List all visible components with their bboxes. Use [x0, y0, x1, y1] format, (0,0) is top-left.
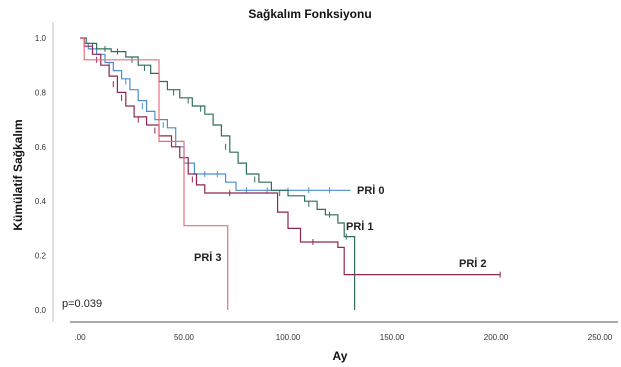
y-tick-label: 0.8 [35, 88, 47, 97]
y-axis-label: Kümülatif Sağkalım [11, 119, 25, 230]
series-label-pri0: PRİ 0 [357, 184, 385, 197]
p-value-annotation: p=0.039 [62, 298, 102, 310]
y-tick-labels: 0.0 0.2 0.4 0.6 0.8 1.0 [35, 34, 47, 315]
chart-title: Sağkalım Fonksiyonu [248, 7, 371, 21]
y-tick-label: 0.6 [35, 143, 47, 152]
x-tick-label: 50.00 [174, 333, 195, 342]
x-tick-label: 100.00 [276, 333, 301, 342]
y-tick-label: 0.4 [35, 197, 47, 206]
series-line-pri3 [80, 37, 229, 310]
series-line-pri0 [80, 37, 351, 191]
series-label-pri1: PRİ 1 [346, 220, 374, 233]
x-tick-label: 250.00 [588, 333, 613, 342]
x-tick-label: 150.00 [380, 333, 405, 342]
series-label-pri2: PRİ 2 [459, 257, 487, 270]
y-tick-label: 0.0 [35, 306, 47, 315]
y-tick-label: 1.0 [35, 34, 47, 43]
y-tick-label: 0.2 [35, 252, 47, 261]
x-tick-labels: .00 50.00 100.00 150.00 200.00 250.00 [74, 333, 612, 342]
series-label-pri3: PRİ 3 [194, 251, 222, 264]
x-tick-label: .00 [74, 333, 86, 342]
x-tick-label: 200.00 [484, 333, 509, 342]
plot-area [80, 37, 501, 310]
series-line-pri1 [80, 37, 356, 310]
series-line-pri2 [80, 37, 501, 276]
x-axis-label: Ay [333, 349, 348, 363]
